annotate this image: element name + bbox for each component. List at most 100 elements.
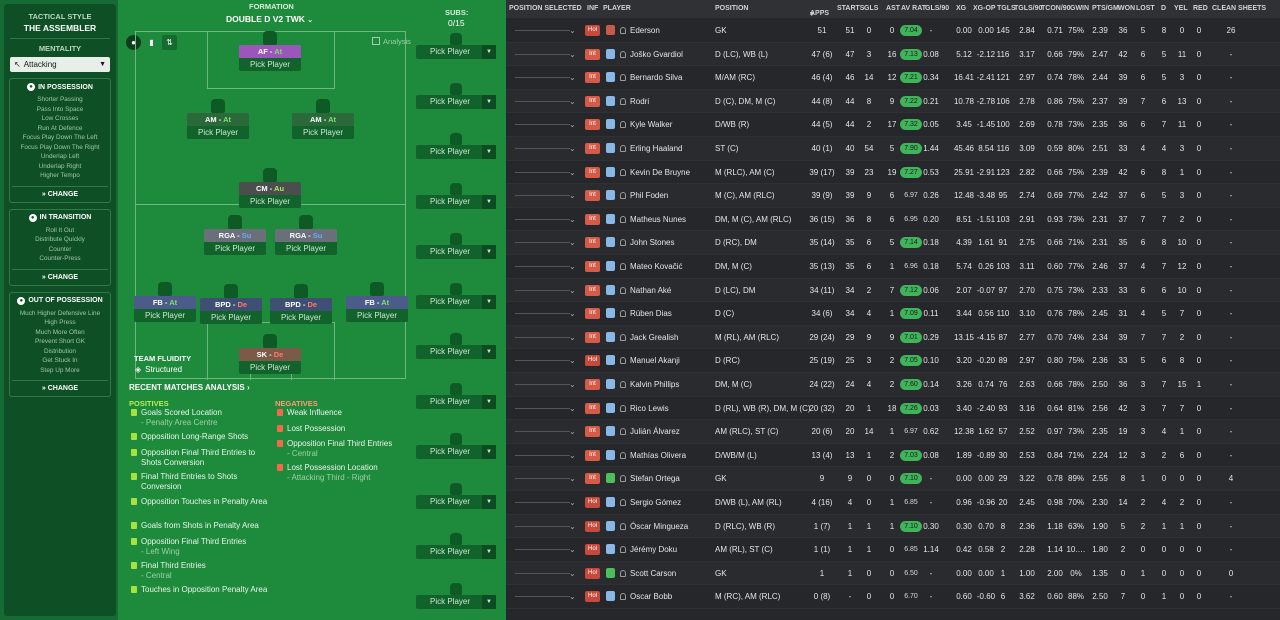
table-row[interactable]: ⌄ Hol Manuel Akanji D (RC) 25 (19) 25 3 2 0.10 3.… [506,349,1280,373]
table-row[interactable]: ⌄ Hol Oscar Bobb M (RC), AM (RLC) 0 (8) -0 0-0… [506,585,1280,609]
player-slot-bpd-right[interactable]: BPD - De Pick Player [270,284,332,324]
chevron-down-icon[interactable]: ⌄ [569,214,576,224]
sub-pick-button[interactable]: Pick Player ▼ [416,445,496,459]
recent-matches-analysis-link[interactable]: RECENT MATCHES ANALYSIS › [129,383,250,392]
chevron-down-icon[interactable]: ⌄ [569,427,576,437]
player-view-icon[interactable]: ● [126,35,141,50]
player-slot-fb-right[interactable]: FB - At Pick Player [346,282,408,322]
player-name[interactable]: Kevin De Bruyne [630,167,691,177]
player-name[interactable]: Mateo Kovačić [630,262,683,271]
sub-pick-button[interactable]: Pick Player ▼ [416,595,496,609]
player-name[interactable]: Bernardo Silva [630,73,683,83]
player-name[interactable]: Sergio Gómez [630,498,682,507]
col-gwin[interactable]: GWIN [1070,5,1090,12]
pick-player-button[interactable]: Pick Player [239,361,301,374]
sub-pick-button[interactable]: Pick Player ▼ [416,545,496,559]
sub-slot[interactable]: Pick Player ▼ [416,133,496,159]
col-tgls90[interactable]: TGLS/90 [1014,5,1043,12]
pick-player-button[interactable]: Pick Player [204,242,266,255]
table-row[interactable]: ⌄ Int Phil Foden M (C), AM (RLC) 39 (9) 39 9 6 0… [506,184,1280,208]
chevron-down-icon[interactable]: ⌄ [569,285,576,295]
table-row[interactable]: ⌄ Int Bernardo Silva M/AM (RC) 46 (4) 46 14 12 0… [506,66,1280,90]
chevron-down-icon[interactable]: ⌄ [569,403,576,413]
sub-slot[interactable]: Pick Player ▼ [416,233,496,259]
col-inf[interactable]: INF [587,5,599,12]
sub-pick-button[interactable]: Pick Player ▼ [416,295,496,309]
pick-player-button[interactable]: Pick Player [134,309,196,322]
table-row[interactable]: ⌄ Int Rodri D (C), DM, M (C) 44 (8) 44 8 9 0.21 1… [506,89,1280,114]
sub-pick-button[interactable]: Pick Player ▼ [416,395,496,409]
change-in-possession-button[interactable]: » CHANGE [12,185,108,198]
table-row[interactable]: ⌄ Int Nathan Aké D (LC), DM 34 (11) 34 2 7 0.06 2… [506,278,1280,303]
bar-chart-icon[interactable]: ▮ [144,35,159,50]
pick-player-button[interactable]: Pick Player [292,126,354,139]
player-name[interactable]: Kyle Walker [630,120,673,130]
table-row[interactable]: ⌄ Int Joško Gvardiol D (LC), WB (L) 47 (6) 47… [506,42,1280,67]
player-name[interactable]: Kalvin Phillips [630,380,680,389]
player-name[interactable]: Phil Foden [630,191,669,201]
col-starts[interactable]: STARTS [837,5,865,12]
col-position-selected[interactable]: POSITION SELECTED [509,5,582,12]
chevron-down-icon[interactable]: ⌄ [569,332,576,342]
chevron-down-icon[interactable]: ⌄ [569,73,576,83]
sub-slot[interactable]: Pick Player ▼ [416,583,496,609]
table-row[interactable]: ⌄ Int Matheus Nunes DM, M (C), AM (RLC) 36 (… [506,208,1280,232]
col-won[interactable]: WON [1118,5,1136,12]
player-name[interactable]: Ederson [630,26,660,35]
sub-slot[interactable]: Pick Player ▼ [416,433,496,459]
chevron-down-icon[interactable]: ⌄ [569,498,576,507]
table-row[interactable]: ⌄ Hol Ederson GK 51 51 0 0-0.00 0.00 145 2.84 0.71 7… [506,19,1280,43]
pick-player-button[interactable]: Pick Player [187,126,249,139]
player-slot-amr[interactable]: AM - At Pick Player [292,99,354,139]
pick-player-button[interactable]: Pick Player [200,311,262,324]
player-name[interactable]: Joško Gvardiol [630,49,683,59]
col-xgop[interactable]: XG-OP [973,5,996,12]
player-name[interactable]: Rico Lewis [630,403,669,413]
table-row[interactable]: ⌄ Int Rico Lewis D (RL), WB (R), DM, M (C) 2… [506,397,1280,421]
chevron-down-icon[interactable]: ⌄ [569,474,576,484]
chevron-down-icon[interactable]: ⌄ [569,144,576,153]
sub-pick-button[interactable]: Pick Player ▼ [416,145,496,159]
player-name[interactable]: Jack Grealish [630,332,679,342]
player-name[interactable]: Julián Álvarez [630,427,680,437]
chevron-down-icon[interactable]: ⌄ [569,96,576,106]
chevron-down-icon[interactable]: ⌄ [569,238,576,248]
sub-slot[interactable]: Pick Player ▼ [416,183,496,209]
player-slot-rga-left[interactable]: RGA - Su Pick Player [204,215,266,255]
sub-pick-button[interactable]: Pick Player ▼ [416,345,496,359]
col-avrat[interactable]: AV RAT [901,5,927,12]
pick-player-button[interactable]: Pick Player [270,311,332,324]
sub-pick-button[interactable]: Pick Player ▼ [416,195,496,209]
arrows-icon[interactable]: ⇅ [162,35,177,50]
pick-player-button[interactable]: Pick Player [239,195,301,208]
table-row[interactable]: ⌄ Int Kevin De Bruyne M (RLC), AM (C) 39 (17… [506,161,1280,185]
sub-slot[interactable]: Pick Player ▼ [416,533,496,559]
chevron-down-icon[interactable]: ⌄ [569,167,576,177]
sub-pick-button[interactable]: Pick Player ▼ [416,245,496,259]
chevron-down-icon[interactable]: ⌄ [569,521,576,531]
sub-slot[interactable]: Pick Player ▼ [416,83,496,109]
col-yel[interactable]: YEL [1174,5,1188,12]
col-lost[interactable]: LOST [1136,5,1155,12]
player-name[interactable]: Matheus Nunes [630,214,687,224]
chevron-down-icon[interactable]: ⌄ [569,356,576,366]
col-xg[interactable]: XG [956,5,967,12]
table-row[interactable]: ⌄ Int Kyle Walker D/WB (R) 44 (5) 44 2 17 0.05 3.… [506,113,1280,137]
player-slot-cm[interactable]: CM - Au Pick Player [239,168,301,208]
sub-pick-button[interactable]: Pick Player ▼ [416,495,496,509]
sub-slot[interactable]: Pick Player ▼ [416,483,496,509]
pick-player-button[interactable]: Pick Player [239,58,301,71]
sub-slot[interactable]: Pick Player ▼ [416,383,496,409]
player-slot-rga-right[interactable]: RGA - Su Pick Player [275,215,337,255]
player-name[interactable]: Mathías Olivera [630,450,687,460]
player-name[interactable]: John Stones [630,238,675,248]
change-out-of-possession-button[interactable]: » CHANGE [12,380,108,392]
col-gls90[interactable]: GLS/90 [925,5,950,12]
player-name[interactable]: Oscar Bobb [630,592,673,602]
player-name[interactable]: Rodri [630,96,650,106]
chevron-down-icon[interactable]: ⌄ [569,26,576,35]
player-name[interactable]: Stefan Ortega [630,474,680,484]
table-row[interactable]: ⌄ Hol Jérémy Doku AM (RL), ST (C) 1 (1) 1 1 0 1.… [506,538,1280,562]
col-tgls[interactable]: TGLS [997,5,1016,12]
player-name[interactable]: Rúben Dias [630,309,672,319]
